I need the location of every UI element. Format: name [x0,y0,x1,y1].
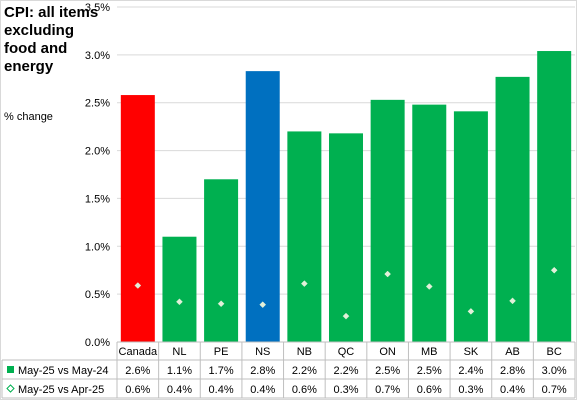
marker-nl [176,298,183,306]
x-tick-label: NL [172,346,186,358]
table-value: 1.7% [209,365,234,377]
y-tick-label: 1.0% [85,241,110,253]
bar-sk [453,111,488,342]
legend-label: May-25 vs Apr-25 [18,384,104,396]
bar-qc [329,133,363,342]
table-value: 2.5% [375,365,400,377]
table-value: 0.6% [125,384,150,396]
x-tick-label: Canada [119,346,158,358]
marker-ab [509,297,516,305]
bar-nl [162,236,197,342]
x-tick-label: AB [505,346,520,358]
table-value: 0.3% [458,384,483,396]
table-value: 0.4% [209,384,234,396]
marker-canada [134,282,142,289]
table-value: 1.1% [167,365,192,377]
x-tick-label: SK [464,346,479,358]
table-value: 0.3% [333,384,358,396]
legend-key-bar [7,366,14,373]
chart-title: CPI: all items excluding food and energy [4,4,99,75]
y-tick-label: 3.0% [85,50,110,62]
y-tick-label: 1.5% [85,193,110,205]
table-value: 2.2% [333,365,358,377]
table-value: 2.5% [417,365,442,377]
marker-qc [342,312,350,320]
marker-bc [550,266,558,274]
bar-nb [287,131,322,342]
bar-on [370,99,405,342]
x-tick-label: NS [255,346,270,358]
bar-ns [245,71,280,342]
table-value: 3.0% [542,365,567,377]
x-tick-label: BC [547,346,562,358]
x-tick-label: PE [214,346,229,358]
marker-sk [467,308,475,315]
x-tick-label: NB [297,346,312,358]
table-value: 0.6% [292,384,317,396]
x-tick-label: QC [338,346,355,358]
table-value: 2.2% [292,365,317,377]
y-tick-label: 2.5% [85,98,110,110]
table-value: 2.4% [458,365,483,377]
marker-pe [217,300,225,308]
table-value: 0.4% [250,384,275,396]
bar-mb [412,104,447,342]
table-value: 0.4% [500,384,525,396]
table-value: 2.8% [250,365,275,377]
bar-pe [204,179,239,342]
y-tick-label: 0.0% [85,337,110,349]
table-value: 0.6% [417,384,442,396]
y-tick-label: 2.0% [85,146,110,158]
x-tick-label: ON [379,346,396,358]
y-tick-label: 0.5% [85,289,110,301]
x-tick-label: MB [421,346,438,358]
bar-canada [120,95,155,342]
marker-nb [301,280,308,287]
marker-ns [259,301,267,309]
marker-on [384,270,391,278]
table-value: 2.6% [125,365,150,377]
table-value: 0.7% [375,384,400,396]
marker-mb [425,283,433,290]
table-value: 2.8% [500,365,525,377]
table-value: 0.4% [167,384,192,396]
table-value: 0.7% [542,384,567,396]
legend-label: May-25 vs May-24 [18,365,108,377]
legend-key-marker [6,384,15,393]
y-axis-label: % change [4,111,53,123]
bar-bc [537,51,572,343]
y-tick-label: 3.5% [85,2,110,14]
